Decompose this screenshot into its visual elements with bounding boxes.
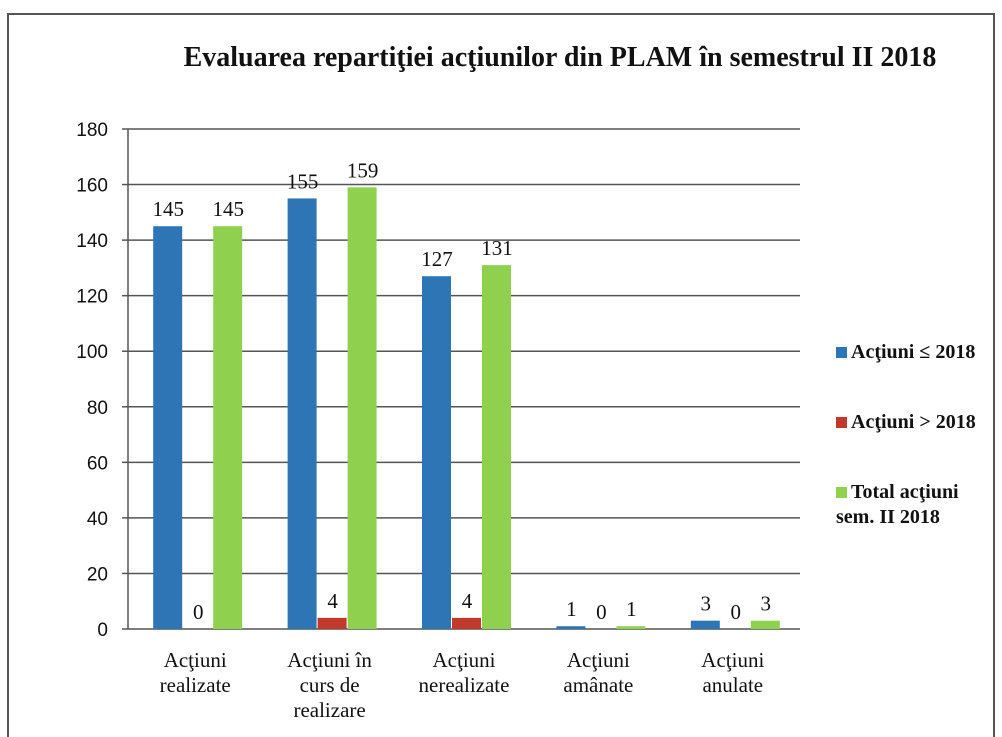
y-tick-label: 0 bbox=[97, 620, 108, 641]
bar bbox=[482, 265, 511, 629]
data-label: 131 bbox=[481, 236, 513, 260]
legend-item: Acţiuni ≤ 2018 bbox=[836, 340, 1001, 365]
data-label: 0 bbox=[596, 600, 607, 624]
data-label: 127 bbox=[421, 247, 453, 271]
chart-title: Evaluarea repartiţiei acţiunilor din PLA… bbox=[183, 42, 937, 73]
data-label: 4 bbox=[462, 589, 473, 613]
y-tick-label: 80 bbox=[87, 398, 108, 419]
y-tick-label: 180 bbox=[76, 120, 108, 141]
x-tick-label: Acţiuni realizate bbox=[159, 648, 231, 697]
x-tick-label: Acţiuni anulate bbox=[701, 648, 765, 697]
bar bbox=[556, 626, 586, 629]
bar bbox=[750, 620, 780, 629]
legend-item: Acţiuni > 2018 bbox=[836, 410, 1001, 435]
x-tick-label: Acţiuni nerealizate bbox=[418, 648, 510, 697]
data-label: 4 bbox=[327, 589, 338, 613]
data-label: 145 bbox=[212, 197, 244, 221]
legend-swatch bbox=[836, 347, 847, 358]
y-tick-label: 60 bbox=[87, 453, 108, 474]
y-tick-label: 140 bbox=[76, 231, 108, 252]
bar bbox=[213, 226, 243, 629]
bar bbox=[690, 620, 720, 629]
bar bbox=[347, 187, 377, 630]
data-label: 0 bbox=[193, 600, 204, 624]
x-tick-label: Acţiuni amânate bbox=[563, 648, 634, 697]
legend-swatch bbox=[836, 487, 847, 498]
data-label: 145 bbox=[152, 197, 184, 221]
frame bbox=[7, 13, 995, 737]
data-label: 159 bbox=[347, 158, 379, 182]
x-tick-label: Acţiuni în curs de realizare bbox=[287, 648, 372, 722]
bar bbox=[287, 198, 317, 629]
data-label: 3 bbox=[761, 592, 772, 616]
y-tick-label: 120 bbox=[76, 287, 108, 308]
legend-label: Acţiuni > 2018 bbox=[851, 411, 976, 433]
legend-label: Total acţiuni sem. II 2018 bbox=[836, 481, 959, 528]
bar bbox=[317, 617, 347, 629]
data-label: 155 bbox=[287, 169, 319, 193]
legend-label: Acţiuni ≤ 2018 bbox=[851, 341, 976, 363]
y-tick-label: 20 bbox=[87, 564, 108, 585]
legend-item: Total acţiuni sem. II 2018 bbox=[836, 480, 1001, 530]
data-label: 3 bbox=[701, 592, 712, 616]
data-label: 0 bbox=[731, 600, 742, 624]
y-tick-label: 40 bbox=[87, 509, 108, 530]
legend-swatch bbox=[836, 417, 847, 428]
y-tick-label: 100 bbox=[76, 342, 108, 363]
bar bbox=[153, 226, 183, 629]
bar bbox=[452, 617, 481, 629]
data-label: 1 bbox=[626, 597, 637, 621]
y-tick-label: 160 bbox=[76, 176, 108, 197]
bar bbox=[422, 276, 451, 629]
data-label: 1 bbox=[566, 597, 577, 621]
bar bbox=[616, 626, 646, 629]
